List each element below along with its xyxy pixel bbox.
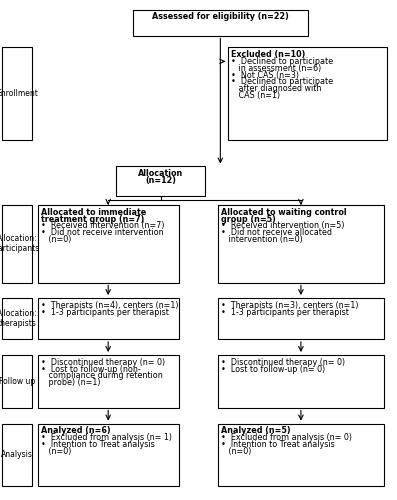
- Text: CAS (n=1): CAS (n=1): [231, 91, 281, 100]
- Bar: [38, 298, 179, 339]
- Bar: [116, 166, 206, 196]
- Text: Enrollment: Enrollment: [0, 89, 38, 98]
- Bar: [218, 424, 384, 486]
- Bar: [2, 355, 32, 408]
- Text: intervention (n=0): intervention (n=0): [221, 235, 303, 244]
- Bar: [2, 205, 32, 282]
- Text: Analyzed (n=5): Analyzed (n=5): [221, 426, 290, 436]
- Text: •  Discontinued therapy (n= 0): • Discontinued therapy (n= 0): [41, 358, 165, 367]
- Text: •  Did not receive intervention: • Did not receive intervention: [41, 228, 164, 237]
- Text: compliance during retention: compliance during retention: [41, 372, 163, 380]
- Text: •  Not CAS (n=3): • Not CAS (n=3): [231, 70, 299, 80]
- Bar: [2, 298, 32, 339]
- Text: (n=0): (n=0): [41, 446, 71, 456]
- Text: probe) (n=1): probe) (n=1): [41, 378, 100, 387]
- Text: •  Received intervention (n=7): • Received intervention (n=7): [41, 222, 164, 230]
- Text: treatment group (n=7): treatment group (n=7): [41, 214, 144, 224]
- Text: (n=12): (n=12): [145, 176, 176, 185]
- Text: Excluded (n=10): Excluded (n=10): [231, 50, 306, 59]
- Bar: [218, 205, 384, 282]
- Text: (n=0): (n=0): [41, 235, 71, 244]
- Bar: [2, 48, 32, 140]
- Text: Allocated to immediate: Allocated to immediate: [41, 208, 146, 217]
- Text: Allocation:
therapists: Allocation: therapists: [0, 309, 37, 328]
- Text: •  1-3 participants per therapist: • 1-3 participants per therapist: [221, 308, 349, 316]
- Text: •  Discontinued therapy (n= 0): • Discontinued therapy (n= 0): [221, 358, 345, 367]
- Text: •  Received intervention (n=5): • Received intervention (n=5): [221, 222, 344, 230]
- Text: (n=0): (n=0): [221, 446, 251, 456]
- Text: •  Intention to Treat analysis: • Intention to Treat analysis: [221, 440, 335, 449]
- Bar: [38, 355, 179, 408]
- Text: group (n=5): group (n=5): [221, 214, 276, 224]
- Text: •  Did not receive allocated: • Did not receive allocated: [221, 228, 332, 237]
- Bar: [38, 205, 179, 282]
- Text: •  Excluded from analysis (n= 0): • Excluded from analysis (n= 0): [221, 433, 352, 442]
- Bar: [218, 355, 384, 408]
- Text: in assessment (n=6): in assessment (n=6): [231, 64, 322, 73]
- Text: after diagnosed with: after diagnosed with: [231, 84, 322, 93]
- Text: Allocated to waiting control: Allocated to waiting control: [221, 208, 346, 217]
- Bar: [38, 424, 179, 486]
- Text: Analysis: Analysis: [1, 450, 33, 459]
- Bar: [218, 298, 384, 339]
- Bar: [2, 424, 32, 486]
- Text: Assessed for eligibility (n=22): Assessed for eligibility (n=22): [152, 12, 289, 22]
- Text: •  Therapists (n=4), centers (n=1): • Therapists (n=4), centers (n=1): [41, 301, 178, 310]
- Text: •  Declined to participate: • Declined to participate: [231, 57, 333, 66]
- Text: •  Excluded from analysis (n= 1): • Excluded from analysis (n= 1): [41, 433, 172, 442]
- Text: •  Intention to Treat analysis: • Intention to Treat analysis: [41, 440, 155, 449]
- Text: •  Lost to follow-up (n= 0): • Lost to follow-up (n= 0): [221, 364, 325, 374]
- Text: Allocation:
participants: Allocation: participants: [0, 234, 40, 254]
- Text: Follow up: Follow up: [0, 377, 35, 386]
- Text: Analyzed (n=6): Analyzed (n=6): [41, 426, 110, 436]
- Bar: [133, 10, 308, 36]
- Text: •  Therapists (n=3), centers (n=1): • Therapists (n=3), centers (n=1): [221, 301, 358, 310]
- Text: •  Declined to participate: • Declined to participate: [231, 78, 333, 86]
- Text: Allocation: Allocation: [138, 170, 183, 178]
- Text: •  Lost to follow-up (non-: • Lost to follow-up (non-: [41, 364, 141, 374]
- Bar: [228, 48, 387, 140]
- Text: •  1-3 participants per therapist: • 1-3 participants per therapist: [41, 308, 169, 316]
